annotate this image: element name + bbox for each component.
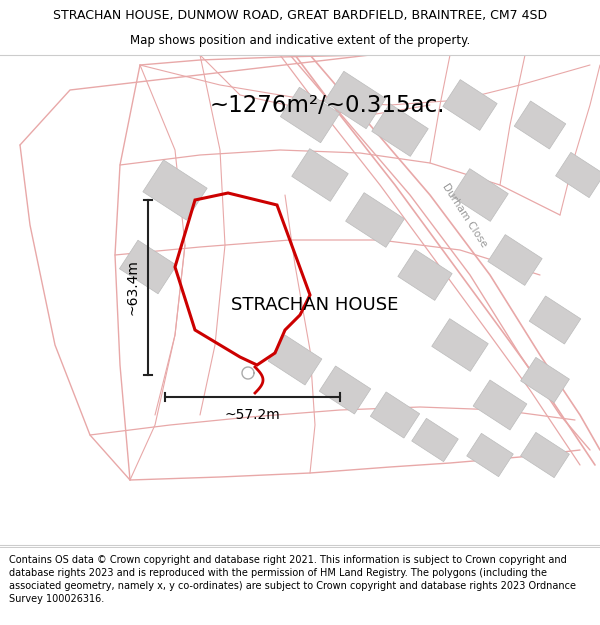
Polygon shape bbox=[143, 160, 207, 220]
Polygon shape bbox=[280, 88, 340, 142]
Text: ~63.4m: ~63.4m bbox=[125, 259, 139, 316]
Text: STRACHAN HOUSE, DUNMOW ROAD, GREAT BARDFIELD, BRAINTREE, CM7 4SD: STRACHAN HOUSE, DUNMOW ROAD, GREAT BARDF… bbox=[53, 9, 547, 22]
Text: Contains OS data © Crown copyright and database right 2021. This information is : Contains OS data © Crown copyright and d… bbox=[9, 554, 576, 604]
Text: ~1276m²/~0.315ac.: ~1276m²/~0.315ac. bbox=[210, 94, 445, 116]
Polygon shape bbox=[443, 79, 497, 131]
Text: STRACHAN HOUSE: STRACHAN HOUSE bbox=[232, 296, 398, 314]
Text: ~57.2m: ~57.2m bbox=[224, 408, 280, 422]
Polygon shape bbox=[412, 418, 458, 462]
Polygon shape bbox=[488, 234, 542, 286]
Polygon shape bbox=[529, 296, 581, 344]
Polygon shape bbox=[556, 152, 600, 198]
Polygon shape bbox=[521, 357, 569, 402]
Polygon shape bbox=[346, 192, 404, 248]
Polygon shape bbox=[467, 433, 513, 477]
Polygon shape bbox=[319, 366, 371, 414]
Polygon shape bbox=[432, 319, 488, 371]
Polygon shape bbox=[398, 249, 452, 301]
Text: Map shows position and indicative extent of the property.: Map shows position and indicative extent… bbox=[130, 34, 470, 48]
Polygon shape bbox=[521, 432, 569, 478]
Polygon shape bbox=[473, 380, 527, 430]
Polygon shape bbox=[514, 101, 566, 149]
Text: Durham Close: Durham Close bbox=[440, 181, 490, 249]
Polygon shape bbox=[292, 149, 348, 201]
Polygon shape bbox=[370, 392, 419, 438]
Polygon shape bbox=[268, 335, 322, 385]
Polygon shape bbox=[452, 169, 508, 221]
Polygon shape bbox=[324, 71, 386, 129]
Polygon shape bbox=[372, 104, 428, 156]
Polygon shape bbox=[119, 240, 176, 294]
